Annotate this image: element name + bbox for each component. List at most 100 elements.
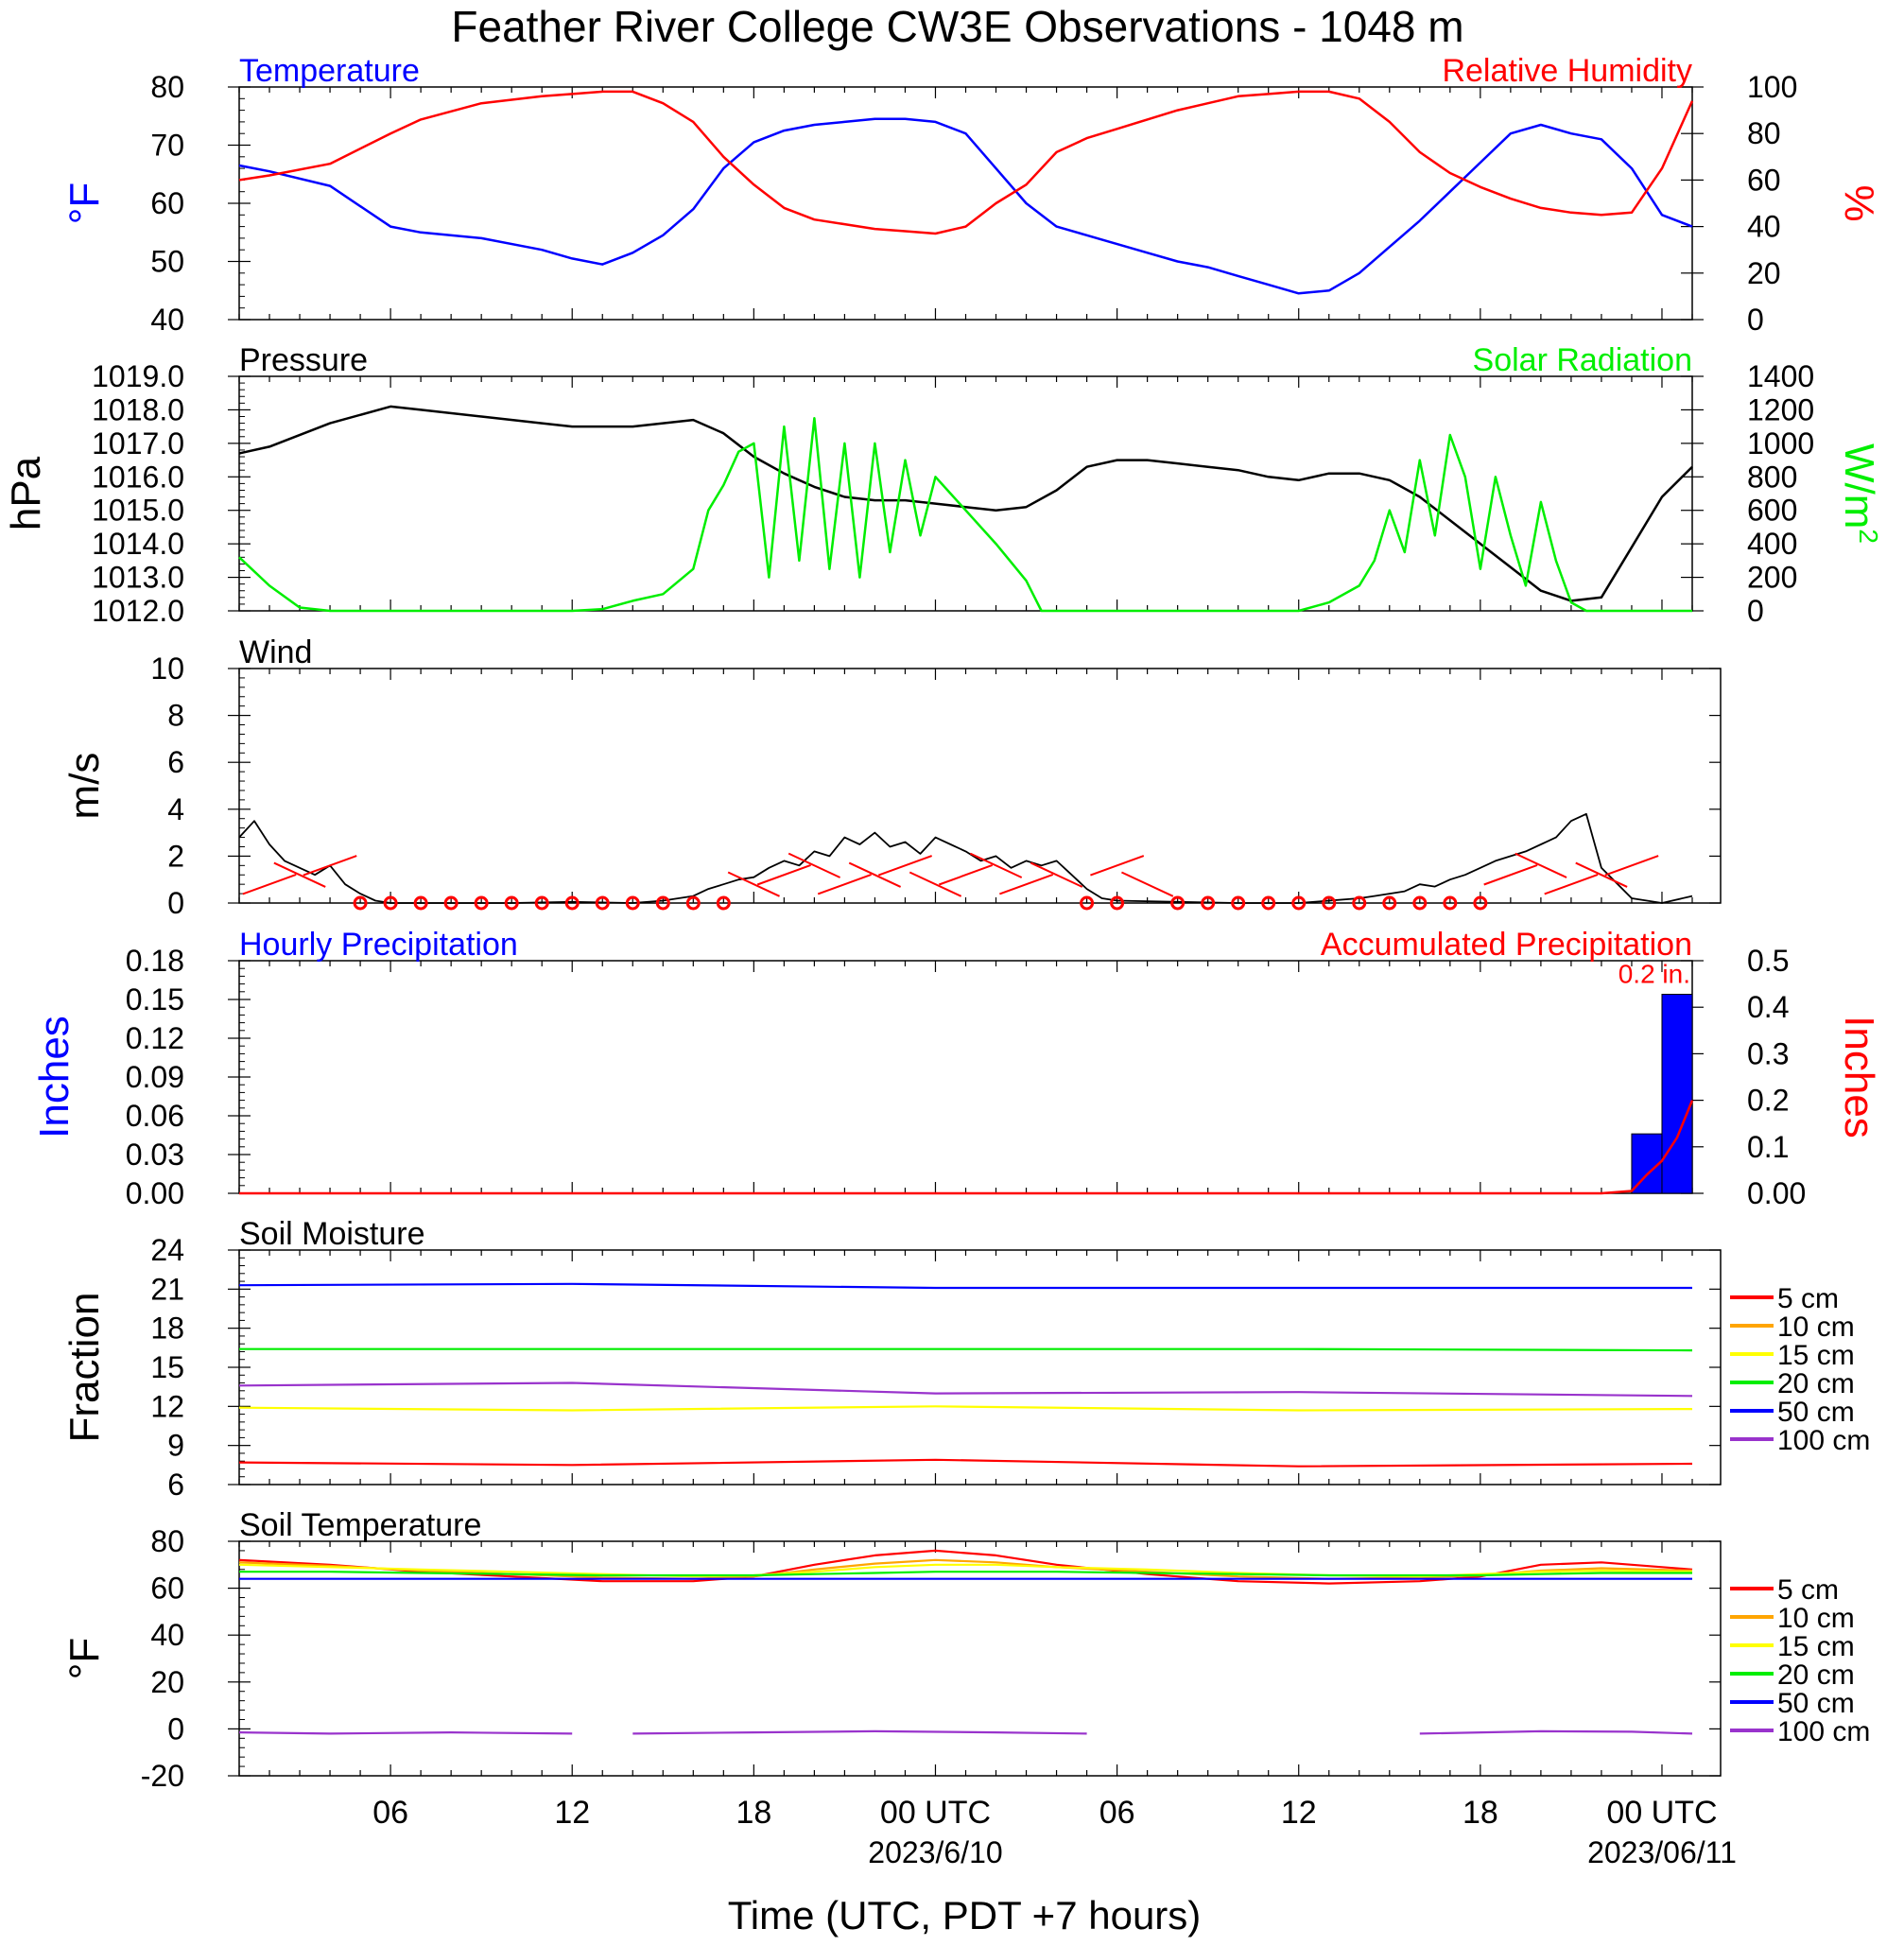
wind-barb bbox=[273, 861, 326, 888]
wind-calm-circle bbox=[1382, 895, 1397, 911]
series-line-soiltemp-5cm bbox=[238, 1549, 1693, 1585]
y-tick-label-right: 60 bbox=[1747, 163, 1781, 197]
y-tick-label-left: 8 bbox=[167, 699, 184, 733]
wind-calm-circle bbox=[1170, 895, 1186, 911]
y-axis-label-left: hPa bbox=[3, 456, 49, 530]
wind-barb bbox=[242, 873, 297, 895]
y-tick-label-left: 21 bbox=[150, 1272, 184, 1306]
y-tick-label-right: 0.5 bbox=[1747, 944, 1789, 978]
wind-barb bbox=[1483, 864, 1538, 886]
wind-calm-circle bbox=[1412, 895, 1428, 911]
panel-title-left: Temperature bbox=[239, 53, 420, 89]
y-tick-label-left: 80 bbox=[150, 1524, 184, 1558]
panel-title-right: Accumulated Precipitation bbox=[1321, 927, 1692, 963]
y-tick-label-right: 0 bbox=[1747, 594, 1764, 628]
series-line-pressure bbox=[238, 405, 1693, 602]
precip-bar bbox=[1631, 1133, 1663, 1194]
legend-label: 20 cm bbox=[1777, 1659, 1855, 1691]
wind-calm-circle bbox=[1352, 895, 1367, 911]
wind-calm-circle bbox=[564, 895, 580, 911]
series-line-moisture-50cm bbox=[238, 1282, 1692, 1290]
x-tick-label: 06 bbox=[1099, 1795, 1135, 1831]
y-tick-label-right: 800 bbox=[1747, 460, 1797, 494]
wind-calm-circle bbox=[534, 895, 549, 911]
series-line-soiltemp-20cm bbox=[239, 1571, 1692, 1577]
y-tick-label-right: 0.1 bbox=[1747, 1130, 1789, 1164]
series-line-moisture-15cm bbox=[238, 1405, 1693, 1412]
y-tick-label-right: 0 bbox=[1747, 303, 1764, 337]
y-tick-label-left: 60 bbox=[150, 186, 184, 220]
y-tick-label-left: 40 bbox=[150, 303, 184, 337]
wind-calm-circle bbox=[655, 895, 670, 911]
y-tick-label-right: 0.2 bbox=[1747, 1084, 1789, 1118]
wind-barb bbox=[756, 864, 811, 886]
wind-calm-circle bbox=[1473, 895, 1488, 911]
wind-calm-circle bbox=[413, 895, 428, 911]
legend-label: 100 cm bbox=[1777, 1425, 1870, 1456]
series-line-solar-radiation bbox=[238, 417, 1692, 613]
y-tick-label-left: 6 bbox=[167, 745, 184, 779]
precip-bar bbox=[1661, 994, 1693, 1194]
wind-calm-circle bbox=[383, 895, 398, 911]
y-tick-label-left: 24 bbox=[150, 1233, 184, 1267]
panel-title-right: Solar Radiation bbox=[1473, 342, 1692, 378]
wind-barb bbox=[1515, 852, 1567, 878]
y-axis-label-right: Inches bbox=[1836, 1016, 1882, 1138]
series-line-soiltemp-100cm bbox=[632, 1729, 1087, 1735]
panel-title-left: Soil Moisture bbox=[239, 1216, 425, 1252]
legend-label: 15 cm bbox=[1777, 1631, 1855, 1662]
y-tick-label-left: 0.18 bbox=[126, 944, 184, 978]
y-tick-label-left: 0.15 bbox=[126, 982, 184, 1016]
wind-calm-circle bbox=[353, 895, 368, 911]
y-tick-label-right: 0.00 bbox=[1747, 1176, 1806, 1210]
wind-calm-circle bbox=[716, 895, 731, 911]
legend-label: 50 cm bbox=[1777, 1397, 1855, 1428]
y-tick-label-left: 60 bbox=[150, 1572, 184, 1606]
x-date-label: 2023/06/11 bbox=[1587, 1835, 1737, 1869]
y-axis-label-left: Fraction bbox=[61, 1293, 108, 1443]
y-tick-label-right: 1400 bbox=[1747, 359, 1814, 393]
wind-calm-circle bbox=[1080, 895, 1095, 911]
series-line-moisture-5cm bbox=[238, 1458, 1693, 1468]
y-tick-label-right: 1200 bbox=[1747, 392, 1814, 426]
x-tick-label: 18 bbox=[1463, 1795, 1498, 1831]
series-line-accumulated-precipitation bbox=[239, 1100, 1694, 1195]
panel-title-left: Wind bbox=[239, 634, 312, 670]
y-tick-label-right: 80 bbox=[1747, 116, 1781, 150]
y-tick-label-left: 1018.0 bbox=[92, 392, 184, 426]
legend-label: 10 cm bbox=[1777, 1312, 1855, 1343]
legend-label: 20 cm bbox=[1777, 1368, 1855, 1399]
y-tick-label-left: 1013.0 bbox=[92, 561, 184, 595]
panel-title-left: Pressure bbox=[239, 342, 368, 378]
chart-title: Feather River College CW3E Observations … bbox=[451, 2, 1463, 51]
wind-calm-circle bbox=[504, 895, 519, 911]
series-line-wind bbox=[238, 812, 1693, 904]
wind-calm-circle bbox=[1291, 895, 1307, 911]
wind-barb bbox=[1575, 861, 1628, 888]
series-line-moisture-20cm bbox=[239, 1347, 1693, 1352]
y-tick-label-left: 0.09 bbox=[126, 1060, 184, 1094]
y-tick-label-left: 2 bbox=[167, 839, 184, 873]
legend-label: 100 cm bbox=[1777, 1716, 1870, 1747]
wind-barb bbox=[938, 864, 994, 886]
y-tick-label-left: 20 bbox=[150, 1665, 184, 1699]
y-tick-label-left: 1012.0 bbox=[92, 594, 184, 628]
y-tick-label-left: 6 bbox=[167, 1468, 184, 1502]
y-tick-label-left: 0 bbox=[167, 886, 184, 920]
y-tick-label-left: 1017.0 bbox=[92, 426, 184, 460]
y-tick-label-left: 1015.0 bbox=[92, 494, 184, 528]
x-axis-label: Time (UTC, PDT +7 hours) bbox=[728, 1893, 1202, 1937]
x-tick-label: 00 UTC bbox=[1606, 1795, 1717, 1831]
y-tick-label-left: 18 bbox=[150, 1312, 184, 1346]
wind-calm-circle bbox=[625, 895, 640, 911]
y-tick-label-right: 40 bbox=[1747, 210, 1781, 244]
y-tick-label-left: 0.03 bbox=[126, 1138, 184, 1172]
wind-barb bbox=[1604, 855, 1659, 877]
wind-barb bbox=[727, 871, 780, 897]
legend-label: 15 cm bbox=[1777, 1340, 1855, 1371]
y-tick-label-left: 50 bbox=[150, 245, 184, 279]
panel-title-right: Relative Humidity bbox=[1442, 53, 1692, 89]
y-axis-label-left: °F bbox=[61, 1638, 108, 1679]
y-tick-label-left: 0.00 bbox=[126, 1176, 184, 1210]
